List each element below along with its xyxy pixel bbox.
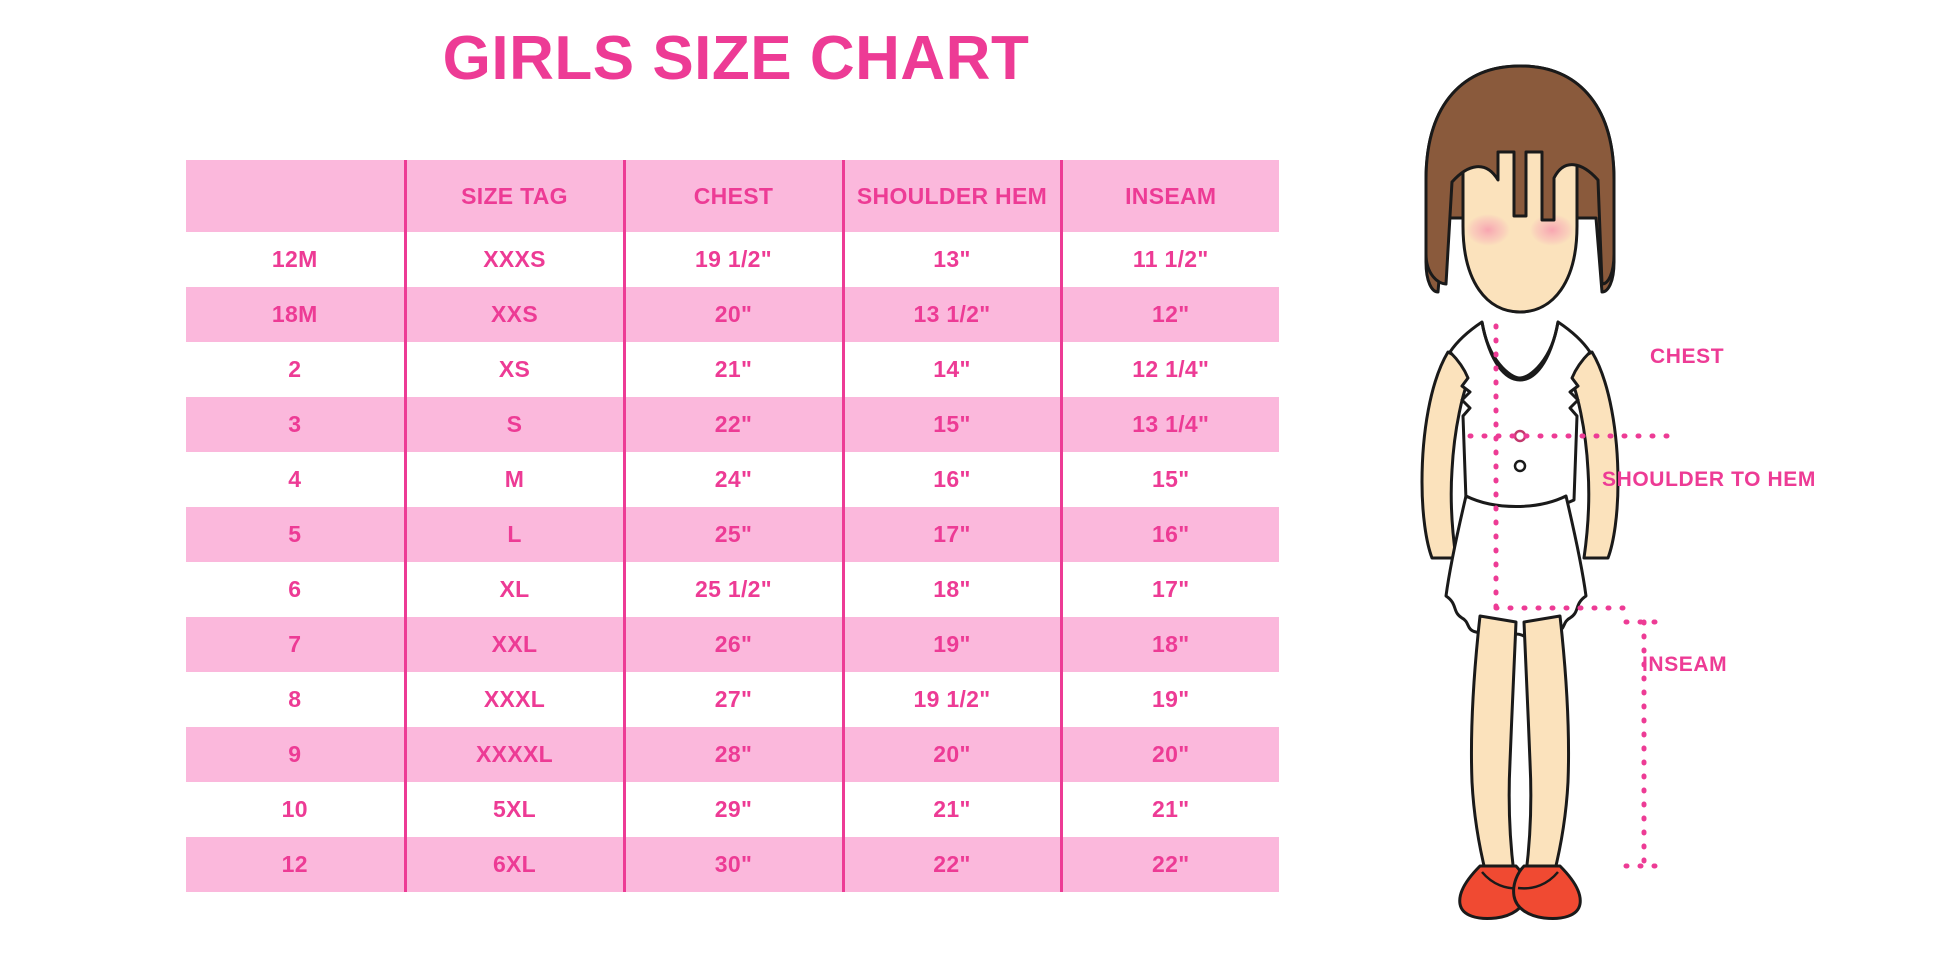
cell-chest: 29" (622, 782, 843, 837)
top-garment (1448, 320, 1592, 511)
table-row: 3 S 22" 15" 13 1/4" (186, 397, 1279, 452)
table-row: 5 L 25" 17" 16" (186, 507, 1279, 562)
cell-inseam: 15" (1059, 452, 1279, 507)
cell-chest: 26" (622, 617, 843, 672)
table-row: 2 XS 21" 14" 12 1/4" (186, 342, 1279, 397)
column-header-inseam: INSEAM (1059, 160, 1279, 232)
girl-figure-illustration (1330, 30, 1710, 930)
cell-size-tag: XL (403, 562, 624, 617)
column-header-size (186, 160, 405, 232)
cell-size: 12 (186, 837, 405, 892)
cell-size-tag: XXXXL (403, 727, 624, 782)
size-table-container: SIZE TAG CHEST SHOULDER HEM INSEAM 12M XX… (186, 160, 1279, 892)
cell-size-tag: 6XL (403, 837, 624, 892)
column-header-chest: CHEST (622, 160, 843, 232)
cell-shoulder-hem: 22" (841, 837, 1061, 892)
hair-bangs-icon (1424, 64, 1616, 286)
cell-shoulder-hem: 18" (841, 562, 1061, 617)
cell-chest: 21" (622, 342, 843, 397)
table-row: 12 6XL 30" 22" 22" (186, 837, 1279, 892)
cell-size-tag: L (403, 507, 624, 562)
cell-size: 4 (186, 452, 405, 507)
cell-inseam: 17" (1059, 562, 1279, 617)
label-inseam: INSEAM (1642, 653, 1728, 676)
table-body: 12M XXXS 19 1/2" 13" 11 1/2" 18M XXS 20" 13 1/2"… (186, 232, 1279, 892)
cell-shoulder-hem: 14" (841, 342, 1061, 397)
table-row: 12M XXXS 19 1/2" 13" 11 1/2" (186, 232, 1279, 287)
cell-shoulder-hem: 17" (841, 507, 1061, 562)
blush-right (1530, 214, 1574, 246)
table-row: 9 XXXXL 28" 20" 20" (186, 727, 1279, 782)
size-table: SIZE TAG CHEST SHOULDER HEM INSEAM 12M XX… (186, 160, 1279, 892)
cell-chest: 25" (622, 507, 843, 562)
cell-size: 9 (186, 727, 405, 782)
table-row: 6 XL 25 1/2" 18" 17" (186, 562, 1279, 617)
cell-size: 6 (186, 562, 405, 617)
cell-size-tag: M (403, 452, 624, 507)
measurement-guides (1467, 323, 1675, 869)
cell-inseam: 16" (1059, 507, 1279, 562)
cell-size-tag: XXXL (403, 672, 624, 727)
cell-chest: 25 1/2" (622, 562, 843, 617)
table-header-row: SIZE TAG CHEST SHOULDER HEM INSEAM (186, 160, 1279, 232)
cell-inseam: 22" (1059, 837, 1279, 892)
cell-size: 12M (186, 232, 405, 287)
table-row: 10 5XL 29" 21" 21" (186, 782, 1279, 837)
arms (1420, 350, 1620, 560)
cell-chest: 28" (622, 727, 843, 782)
button-lower (1513, 459, 1527, 473)
cell-size-tag: XXS (403, 287, 624, 342)
cell-shoulder-hem: 13" (841, 232, 1061, 287)
cell-size: 7 (186, 617, 405, 672)
cell-size: 3 (186, 397, 405, 452)
column-header-shoulder-hem: SHOULDER HEM (841, 160, 1061, 232)
cell-size-tag: XXXS (403, 232, 624, 287)
shoes-icon (1458, 864, 1582, 920)
cell-size-tag: S (403, 397, 624, 452)
cell-inseam: 13 1/4" (1059, 397, 1279, 452)
table-row: 18M XXS 20" 13 1/2" 12" (186, 287, 1279, 342)
cell-size-tag: 5XL (403, 782, 624, 837)
cell-chest: 24" (622, 452, 843, 507)
cell-size: 10 (186, 782, 405, 837)
cell-inseam: 11 1/2" (1059, 232, 1279, 287)
cell-size-tag: XS (403, 342, 624, 397)
cell-size: 18M (186, 287, 405, 342)
table-header: SIZE TAG CHEST SHOULDER HEM INSEAM (186, 160, 1279, 232)
page-title: GIRLS SIZE CHART (442, 24, 1030, 93)
legs (1469, 614, 1571, 876)
label-chest: CHEST (1650, 345, 1725, 368)
cell-shoulder-hem: 13 1/2" (841, 287, 1061, 342)
cell-chest: 30" (622, 837, 843, 892)
skirt-garment (1444, 494, 1588, 644)
cell-inseam: 19" (1059, 672, 1279, 727)
cell-shoulder-hem: 20" (841, 727, 1061, 782)
cell-size: 8 (186, 672, 405, 727)
column-header-size-tag: SIZE TAG (403, 160, 624, 232)
cell-shoulder-hem: 16" (841, 452, 1061, 507)
cell-chest: 20" (622, 287, 843, 342)
cell-chest: 22" (622, 397, 843, 452)
cell-shoulder-hem: 19 1/2" (841, 672, 1061, 727)
cell-inseam: 12" (1059, 287, 1279, 342)
table-row: 8 XXXL 27" 19 1/2" 19" (186, 672, 1279, 727)
cell-inseam: 21" (1059, 782, 1279, 837)
cell-inseam: 18" (1059, 617, 1279, 672)
cell-inseam: 12 1/4" (1059, 342, 1279, 397)
label-shoulder-to-hem: SHOULDER TO HEM (1602, 468, 1816, 491)
cell-size: 5 (186, 507, 405, 562)
cell-shoulder-hem: 21" (841, 782, 1061, 837)
cell-shoulder-hem: 19" (841, 617, 1061, 672)
cell-inseam: 20" (1059, 727, 1279, 782)
cell-size-tag: XXL (403, 617, 624, 672)
table-row: 7 XXL 26" 19" 18" (186, 617, 1279, 672)
cell-chest: 19 1/2" (622, 232, 843, 287)
cell-size: 2 (186, 342, 405, 397)
table-row: 4 M 24" 16" 15" (186, 452, 1279, 507)
cell-chest: 27" (622, 672, 843, 727)
blush-left (1466, 214, 1510, 246)
cell-shoulder-hem: 15" (841, 397, 1061, 452)
